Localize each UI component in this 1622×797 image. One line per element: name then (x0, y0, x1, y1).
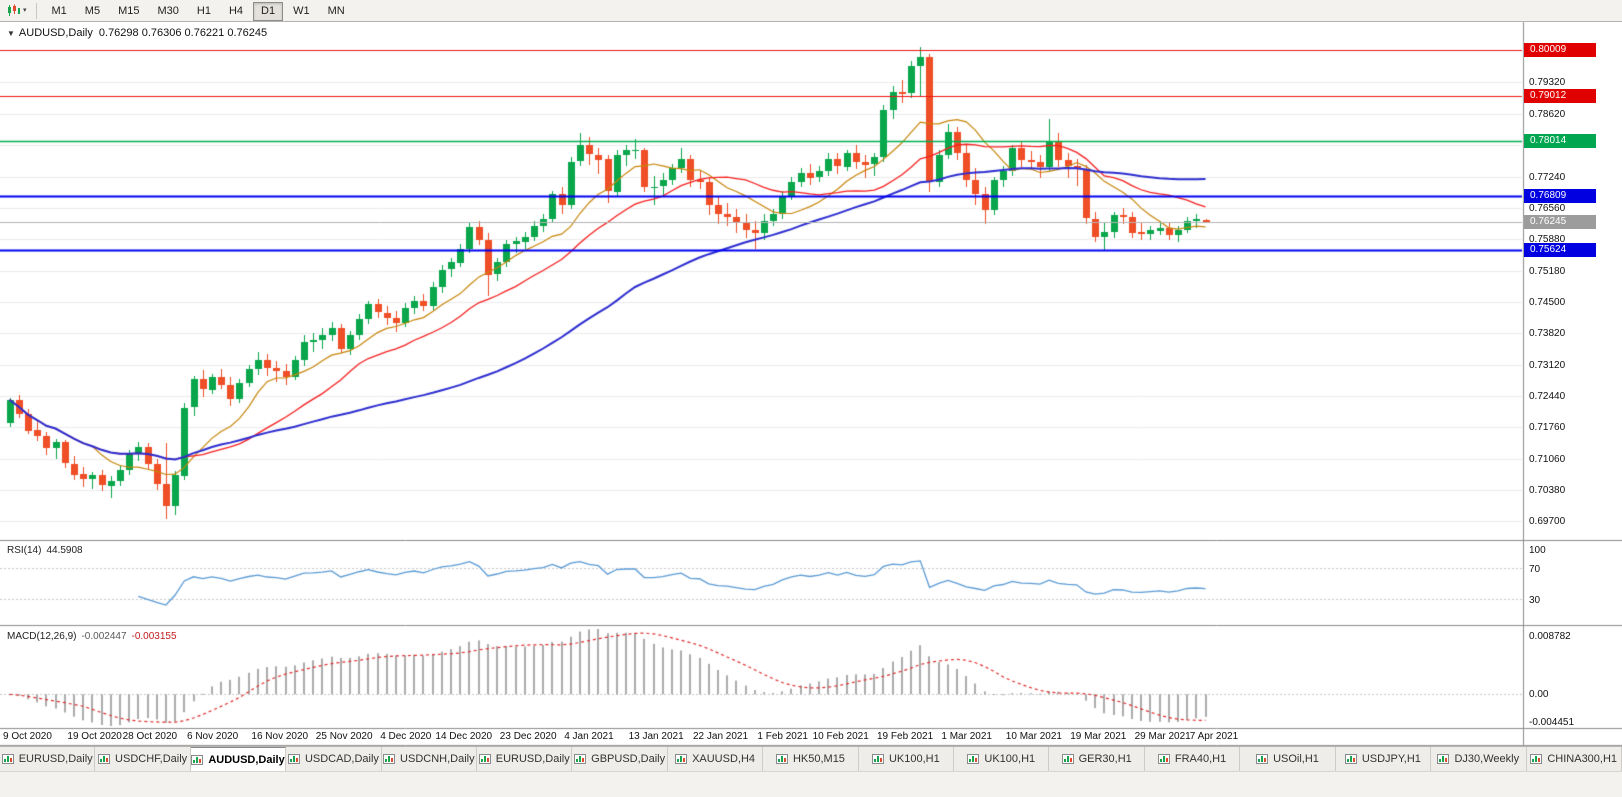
chart-tab-label: FRA40,H1 (1174, 753, 1227, 765)
chart-tab-label: HK50,M15 (792, 753, 845, 765)
chart-tab-label: USDCAD,Daily (304, 753, 379, 765)
chart-tab-icon (1344, 754, 1357, 764)
chart-tab-label: USDCHF,Daily (115, 753, 188, 765)
chart-tab-icon (675, 754, 688, 764)
timeframe-button-m5[interactable]: M5 (84, 4, 101, 17)
chart-symbol: AUDUSD,Daily (18, 27, 93, 39)
chart-tab-hk50[interactable]: HK50,M15 (763, 747, 859, 771)
candlestick-chart-icon (8, 4, 20, 16)
chart-tab-uk100[interactable]: UK100,H1 (858, 747, 955, 771)
chart-type-button[interactable]: ▾ (4, 3, 30, 18)
toolbar-separator (35, 2, 37, 19)
macd-indicator-label: MACD(12,26,9) -0.002447 -0.003155 (7, 631, 177, 642)
chart-tab-icon (574, 754, 587, 764)
chart-tab-bar: EURUSD,Daily USDCHF,Daily AUDUSD,Daily USDC… (0, 746, 1622, 771)
chart-tab-label: AUDUSD,Daily (208, 753, 285, 766)
chart-tab-icon (191, 754, 204, 765)
chart-tab-icon (967, 754, 980, 764)
chart-tab-icon (1437, 754, 1450, 764)
chart-tab-icon (1061, 754, 1074, 764)
chart-tab-label: UK100,H1 (984, 753, 1036, 765)
status-bar (0, 771, 1622, 797)
chart-tab-usoil[interactable]: USOil,H1 (1240, 747, 1336, 771)
chart-tab-icon (1530, 754, 1543, 764)
timeframe-button-m1[interactable]: M1 (51, 4, 67, 17)
chart-tab-icon (383, 754, 396, 764)
chart-tab-icon (1, 754, 14, 764)
symbol-dropdown-icon[interactable]: ▼ (7, 29, 15, 38)
timeframe-button-m15[interactable]: M15 (118, 4, 140, 17)
macd-signal-value: -0.003155 (131, 631, 177, 642)
chart-tab-eurusd[interactable]: EURUSD,Daily (0, 747, 96, 771)
chart-tab-usdchf[interactable]: USDCHF,Daily (95, 747, 191, 771)
chart-tab-usdjpy[interactable]: USDJPY,H1 (1335, 747, 1432, 771)
chart-tab-label: DJ30,Weekly (1454, 753, 1520, 765)
chart-tab-label: EURUSD,Daily (495, 753, 570, 765)
chart-tab-icon (1157, 754, 1170, 764)
chevron-down-icon: ▾ (23, 7, 27, 14)
timeframe-button-h1[interactable]: H1 (196, 4, 211, 17)
chart-tab-icon (1256, 754, 1269, 764)
chart-tab-eurusd[interactable]: EURUSD,Daily (477, 747, 573, 771)
chart-tab-usdcnh[interactable]: USDCNH,Daily (381, 747, 478, 771)
chart-tab-label: GER30,H1 (1078, 753, 1132, 765)
chart-tab-icon (478, 754, 491, 764)
rsi-indicator-label: RSI(14) 44.5908 (7, 545, 83, 556)
chart-tab-label: GBPUSD,Daily (591, 753, 666, 765)
chart-ohlc-values: 0.76298 0.76306 0.76221 0.76245 (98, 27, 268, 39)
chart-tab-usdcad[interactable]: USDCAD,Daily (286, 747, 382, 771)
chart-tab-label: USOil,H1 (1273, 753, 1319, 765)
timeframe-button-d1[interactable]: D1 (253, 1, 284, 21)
chart-tab-icon (871, 754, 884, 764)
chart-title: ▼ AUDUSD,Daily 0.76298 0.76306 0.76221 0.7… (7, 27, 267, 39)
timeframe-button-h4[interactable]: H4 (228, 4, 244, 17)
chart-tab-uk100[interactable]: UK100,H1 (954, 747, 1050, 771)
chart-tab-gbpusd[interactable]: GBPUSD,Daily (572, 747, 668, 771)
chart-tab-label: CHINA300,H1 (1547, 753, 1618, 765)
chart-tab-xauusd[interactable]: XAUUSD,H4 (667, 747, 764, 771)
chart-tab-icon (98, 754, 111, 764)
chart-tab-dj30[interactable]: DJ30,Weekly (1431, 747, 1527, 771)
chart-tab-label: XAUUSD,H4 (692, 753, 756, 765)
timeframe-button-m30[interactable]: M30 (157, 4, 179, 17)
macd-main-value: -0.002447 (81, 631, 127, 642)
chart-tab-label: USDJPY,H1 (1361, 753, 1421, 765)
chart-tab-fra40[interactable]: FRA40,H1 (1144, 747, 1241, 771)
chart-tab-label: UK100,H1 (888, 753, 940, 765)
rsi-value: 44.5908 (46, 545, 83, 556)
chart-tab-audusd[interactable]: AUDUSD,Daily (190, 747, 287, 771)
chart-tab-label: EURUSD,Daily (18, 753, 93, 765)
timeframe-button-mn[interactable]: MN (327, 4, 345, 17)
chart-tab-icon (287, 754, 300, 764)
rsi-name: RSI(14) (7, 545, 42, 556)
chart-tab-icon (775, 754, 788, 764)
macd-name: MACD(12,26,9) (7, 631, 77, 642)
timeframe-group: M1 M5 M15 M30 H1 H4 D1 W1 MN (43, 1, 354, 21)
chart-tab-china300[interactable]: CHINA300,H1 (1526, 747, 1622, 771)
chart-tab-label: USDCNH,Daily (400, 753, 475, 765)
timeframe-toolbar: ▾ M1 M5 M15 M30 H1 H4 D1 W1 MN (0, 0, 1622, 22)
timeframe-button-w1[interactable]: W1 (293, 4, 310, 17)
chart-tab-ger30[interactable]: GER30,H1 (1049, 747, 1145, 771)
